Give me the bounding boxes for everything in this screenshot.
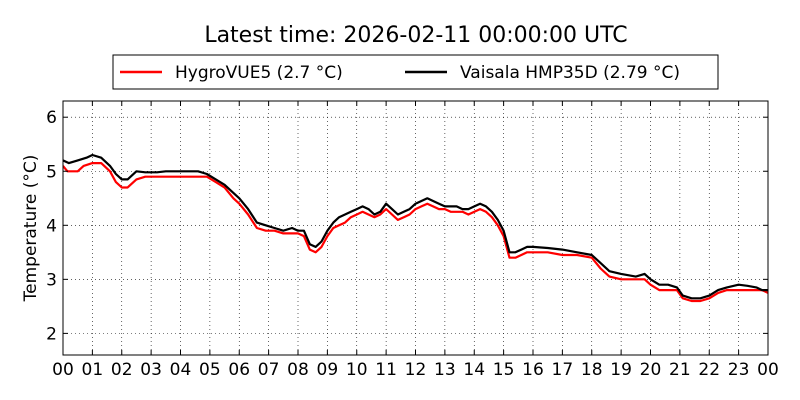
x-tick-label: 10 [346,360,368,380]
series-line-hygrovue5 [63,162,768,303]
y-tick-label: 3 [46,270,57,290]
x-tick-label: 00 [52,360,74,380]
x-tick-label: 23 [728,360,750,380]
grid [63,101,768,355]
x-tick-label: 09 [317,360,339,380]
y-tick-label: 5 [46,162,57,182]
x-tick-label: 19 [610,360,632,380]
x-tick-label: 22 [698,360,720,380]
y-axis-label: Temperature (°C) [21,155,41,303]
x-tick-label: 14 [463,360,485,380]
x-tick-label: 15 [493,360,515,380]
series-group [63,153,768,303]
x-tick-label: 11 [375,360,397,380]
plot-frame [62,100,769,356]
x-tick-label: 12 [405,360,427,380]
x-tick-label: 07 [258,360,280,380]
x-tick-label: 21 [669,360,691,380]
x-tick-label: 00 [757,360,779,380]
ticks: 00 01 02 03 04 05 06 07 08 09 10 11 12 13 14 15 16 17 18 19… [46,101,779,380]
chart-title: Latest time: 2026-02-11 00:00:00 UTC [204,23,627,48]
x-tick-label: 13 [434,360,456,380]
x-tick-label: 20 [640,360,662,380]
series-line-vaisala [63,153,768,300]
x-tick-label: 17 [552,360,574,380]
x-tick-label: 06 [228,360,250,380]
legend-label-vaisala: Vaisala HMP35D (2.79 °C) [460,63,680,83]
x-tick-label: 01 [82,360,104,380]
y-tick-label: 4 [46,216,57,236]
x-tick-label: 04 [170,360,192,380]
legend: HygroVUE5 (2.7 °C) Vaisala HMP35D (2.79 … [112,54,719,90]
x-tick-label: 16 [522,360,544,380]
x-tick-label: 03 [140,360,162,380]
x-tick-label: 05 [199,360,221,380]
y-tick-label: 2 [46,324,57,344]
legend-label-hygrovue5: HygroVUE5 (2.7 °C) [175,63,343,83]
x-tick-label: 08 [287,360,309,380]
x-tick-label: 02 [111,360,133,380]
y-tick-label: 6 [46,108,57,128]
x-tick-label: 18 [581,360,603,380]
